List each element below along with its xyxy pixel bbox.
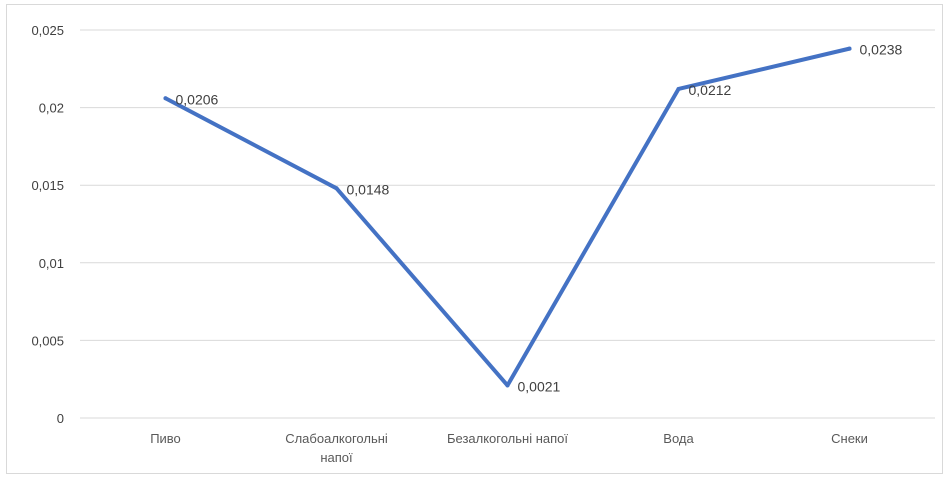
x-category-label-line: Снеки — [831, 431, 868, 446]
y-tick-label: 0,005 — [31, 333, 64, 348]
x-category-label: Пиво — [150, 431, 181, 446]
data-label: 0,0238 — [860, 42, 903, 58]
data-point — [847, 46, 852, 51]
data-label: 0,0212 — [689, 82, 732, 98]
data-point — [676, 86, 681, 91]
data-label: 0,0206 — [176, 91, 219, 107]
x-category-label-line: Пиво — [150, 431, 181, 446]
data-point — [334, 186, 339, 191]
data-point — [505, 383, 510, 388]
series-line — [163, 46, 852, 388]
data-labels: 0,0206 0,0148 0,0021 0,0212 0,0238 — [176, 42, 903, 395]
data-label: 0,0021 — [518, 378, 561, 394]
x-category-label-line: напої — [320, 450, 353, 465]
x-category-label-line: Слабоалкогольні — [285, 431, 388, 446]
x-category-label-line: Безалкогольні напої — [447, 431, 568, 446]
y-axis-ticks: 0 0,005 0,01 0,015 0,02 0,025 — [31, 23, 64, 426]
x-category-label: Безалкогольні напої — [447, 431, 568, 446]
x-category-label: Слабоалкогольні напої — [285, 431, 388, 465]
x-category-label: Вода — [663, 431, 694, 446]
chart-frame — [6, 4, 943, 474]
x-category-label-line: Вода — [663, 431, 694, 446]
x-category-label: Снеки — [831, 431, 868, 446]
y-tick-label: 0 — [57, 411, 64, 426]
y-tick-label: 0,015 — [31, 178, 64, 193]
gridlines — [80, 29, 935, 419]
y-tick-label: 0,025 — [31, 23, 64, 38]
data-point — [163, 96, 168, 101]
series-line-path — [163, 46, 852, 388]
y-tick-label: 0,02 — [39, 101, 64, 116]
y-tick-label: 0,01 — [39, 256, 64, 271]
data-label: 0,0148 — [347, 181, 390, 197]
x-axis-categories: Пиво Слабоалкогольні напої Безалкогольні на… — [150, 431, 868, 465]
